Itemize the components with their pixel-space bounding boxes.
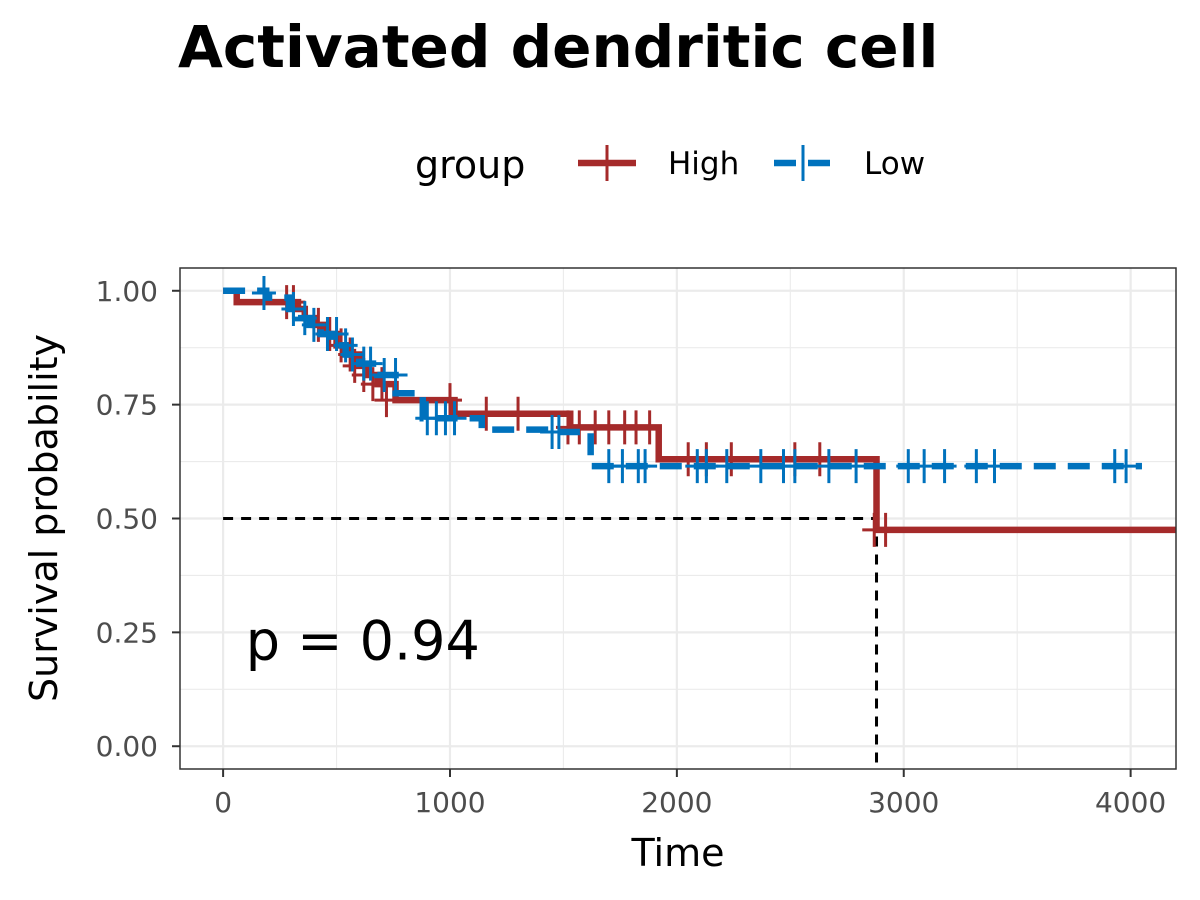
censor-mark-high: [873, 512, 898, 547]
legend-label-high: High: [668, 146, 739, 182]
censor-mark-low: [782, 449, 807, 484]
x-axis-title: Time: [631, 831, 725, 875]
legend: group High Low: [415, 143, 925, 187]
censor-mark-low: [816, 449, 841, 484]
x-tick-label: 4000: [1095, 786, 1166, 819]
censor-mark-low: [1114, 449, 1139, 484]
x-tick-label: 3000: [868, 786, 939, 819]
median-lines: [223, 517, 879, 769]
censor-mark-high: [474, 396, 499, 431]
y-tick-label: 0.25: [96, 616, 158, 649]
x-axis: 0 1000 2000 3000 4000: [214, 769, 1166, 819]
y-axis: 0.00 0.25 0.50 0.75 1.00: [96, 275, 180, 763]
censor-mark-high: [719, 442, 744, 477]
y-axis-title: Survival probability: [22, 334, 66, 702]
x-tick-label: 0: [214, 786, 232, 819]
y-tick-label: 1.00: [96, 275, 158, 308]
y-tick-label: 0.50: [96, 503, 158, 536]
censor-mark-low: [340, 337, 365, 372]
x-tick-label: 2000: [641, 786, 712, 819]
censor-mark-low: [383, 358, 408, 393]
censor-mark-high: [506, 396, 531, 431]
y-tick-label: 0.00: [96, 730, 158, 763]
censor-mark-low: [714, 449, 739, 484]
y-tick-label: 0.75: [96, 389, 158, 422]
censor-mark-low: [932, 449, 957, 484]
censor-mark-high: [437, 383, 462, 418]
censor-mark-low: [281, 291, 306, 326]
censor-mark-low: [844, 449, 869, 484]
censor-mark-low: [358, 346, 383, 381]
survival-curve-low: [223, 287, 1142, 470]
censor-mark-low: [694, 449, 719, 484]
legend-title: group: [415, 143, 525, 187]
x-tick-label: 1000: [414, 786, 485, 819]
censor-mark-low: [748, 449, 773, 484]
censor-mark-low: [546, 414, 571, 449]
series-layer: [223, 276, 1176, 547]
censor-mark-low: [442, 401, 467, 436]
censor-mark-low: [982, 449, 1007, 484]
censor-mark-low: [251, 276, 276, 311]
censor-mark-low: [633, 449, 658, 484]
legend-label-low: Low: [864, 146, 925, 182]
p-value-annotation: p = 0.94: [246, 610, 480, 673]
censor-mark-low: [912, 449, 937, 484]
censor-mark-high: [374, 383, 399, 418]
chart-title: Activated dendritic cell: [178, 13, 938, 81]
censor-mark-low: [301, 307, 326, 342]
censor-mark-high: [637, 410, 662, 445]
